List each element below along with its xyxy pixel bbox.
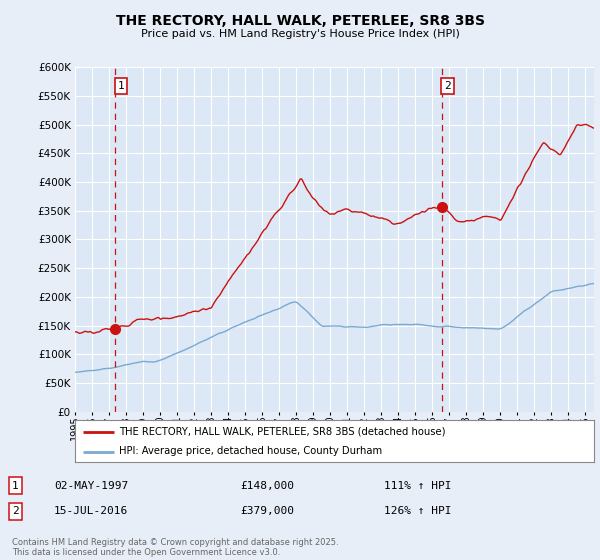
Text: 2: 2 — [12, 506, 19, 516]
Text: Price paid vs. HM Land Registry's House Price Index (HPI): Price paid vs. HM Land Registry's House … — [140, 29, 460, 39]
Text: 1: 1 — [12, 480, 19, 491]
Text: 2: 2 — [444, 81, 451, 91]
Text: 111% ↑ HPI: 111% ↑ HPI — [384, 480, 452, 491]
Text: THE RECTORY, HALL WALK, PETERLEE, SR8 3BS (detached house): THE RECTORY, HALL WALK, PETERLEE, SR8 3B… — [119, 427, 446, 437]
Text: 126% ↑ HPI: 126% ↑ HPI — [384, 506, 452, 516]
Text: 15-JUL-2016: 15-JUL-2016 — [54, 506, 128, 516]
Text: £148,000: £148,000 — [240, 480, 294, 491]
Text: THE RECTORY, HALL WALK, PETERLEE, SR8 3BS: THE RECTORY, HALL WALK, PETERLEE, SR8 3B… — [115, 14, 485, 28]
Text: Contains HM Land Registry data © Crown copyright and database right 2025.
This d: Contains HM Land Registry data © Crown c… — [12, 538, 338, 557]
Text: 1: 1 — [118, 81, 124, 91]
Text: £379,000: £379,000 — [240, 506, 294, 516]
Text: 02-MAY-1997: 02-MAY-1997 — [54, 480, 128, 491]
Text: HPI: Average price, detached house, County Durham: HPI: Average price, detached house, Coun… — [119, 446, 382, 456]
